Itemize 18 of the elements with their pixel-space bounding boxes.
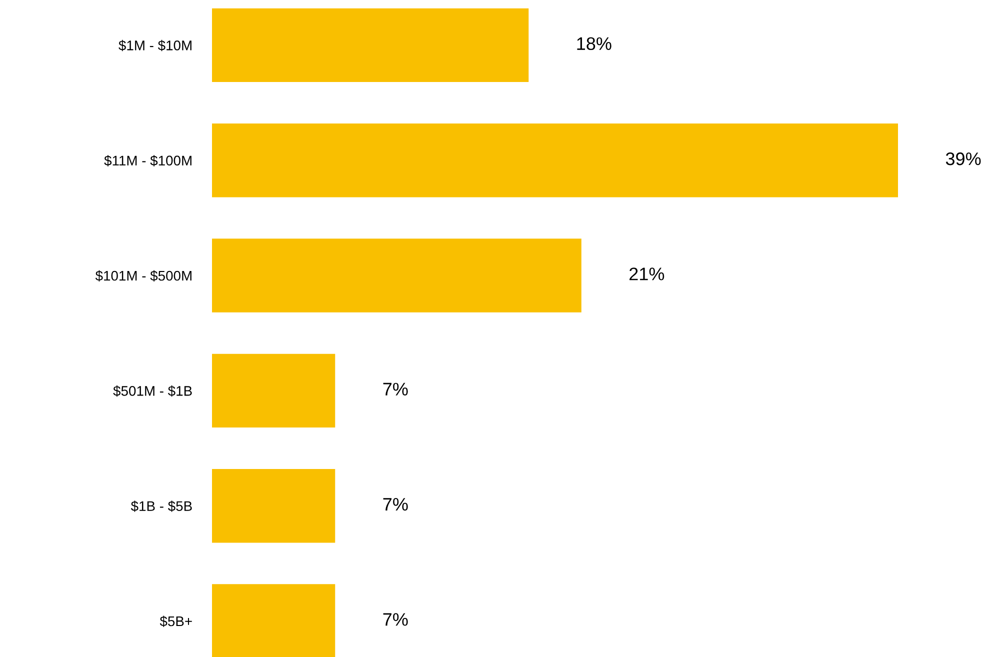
data-label: 7% — [383, 382, 408, 396]
y-tick-label: $101M - $500M — [95, 270, 192, 282]
y-tick-label: $501M - $1B — [113, 385, 192, 397]
bar — [212, 584, 336, 657]
data-label: 18% — [577, 37, 612, 50]
y-tick-label: $5B+ — [160, 616, 192, 628]
data-label: 7% — [383, 613, 408, 626]
bar — [212, 468, 336, 543]
bar — [212, 238, 582, 312]
data-label: 7% — [383, 498, 408, 511]
y-tick-label: $1B - $5B — [130, 500, 192, 512]
y-tick-label: $1M - $10M — [118, 40, 192, 52]
data-label: 39% — [946, 152, 981, 166]
bar — [212, 123, 898, 198]
bar — [212, 8, 529, 82]
y-tick-label: $11M - $100M — [104, 155, 192, 166]
bar — [212, 354, 336, 428]
data-label: 21% — [630, 268, 664, 280]
